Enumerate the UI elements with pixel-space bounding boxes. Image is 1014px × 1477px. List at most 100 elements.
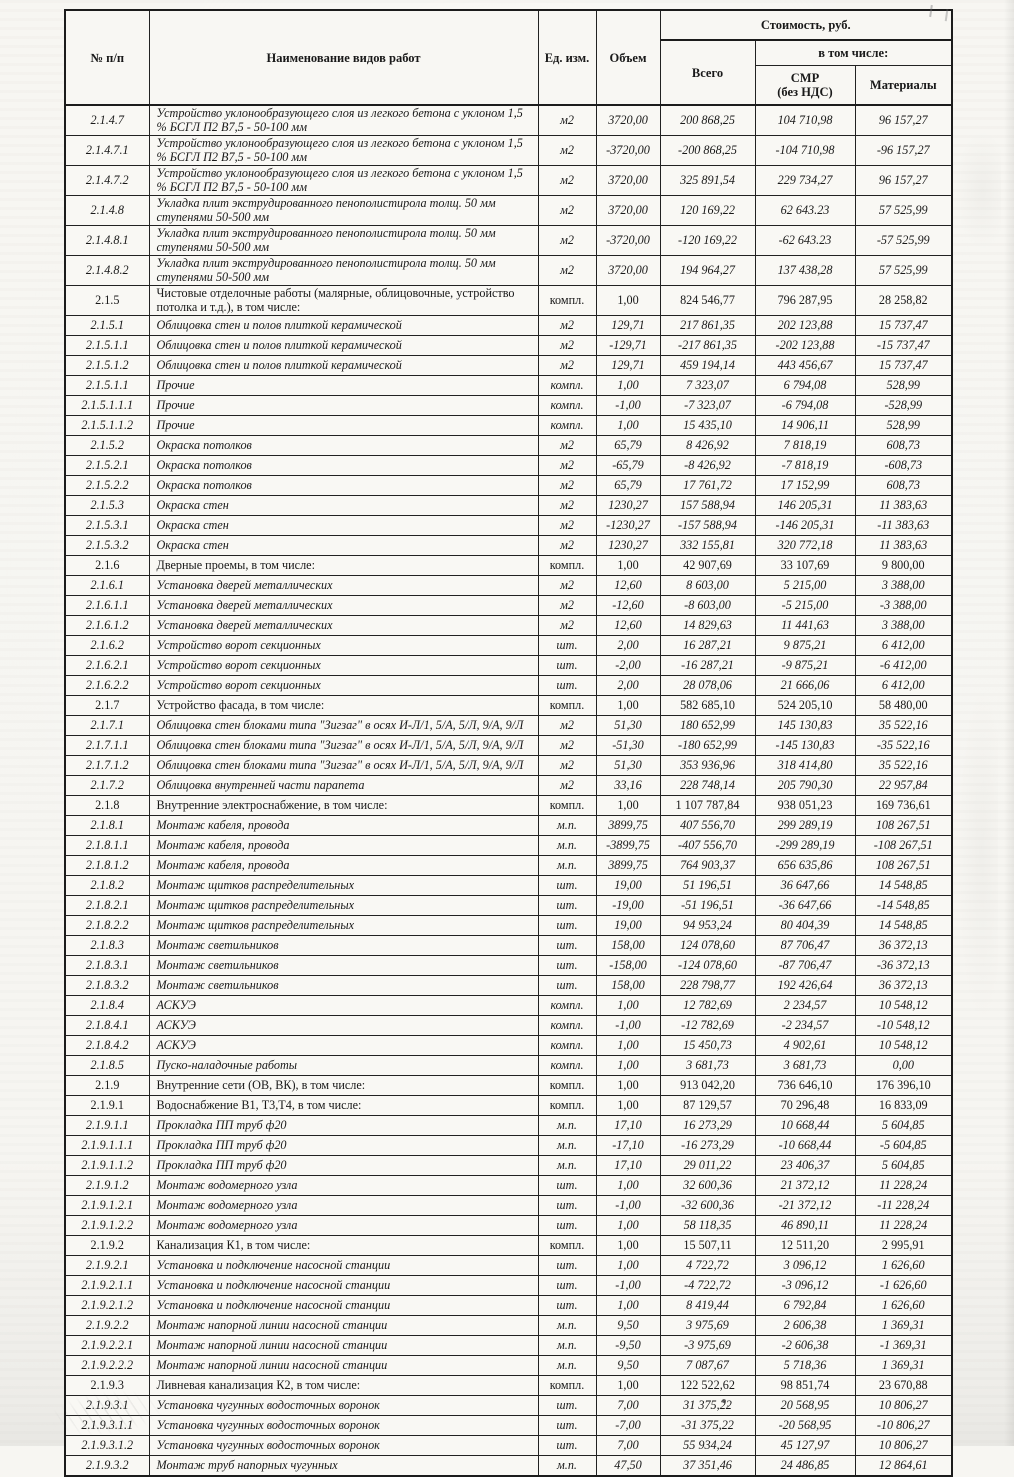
cell-unit: м2 bbox=[537, 595, 597, 616]
cell-cost-materials: 14 548,85 bbox=[854, 915, 953, 936]
cell-cost-materials: 10 806,27 bbox=[854, 1395, 953, 1416]
cell-cost-total: -124 078,60 bbox=[659, 955, 756, 976]
cell-volume: 12,60 bbox=[595, 615, 661, 636]
cell-cost-materials: 1 626,60 bbox=[854, 1255, 953, 1276]
cell-row-number: 2.1.5.1.2 bbox=[64, 355, 150, 376]
cell-cost-total: 407 556,70 bbox=[659, 815, 756, 836]
cell-row-number: 2.1.5.3.2 bbox=[64, 535, 150, 556]
cell-cost-materials: 1 626,60 bbox=[854, 1295, 953, 1316]
table-row: 2.1.8.4.1 АСКУЭ компл. -1,00 -12 782,69 … bbox=[64, 1015, 953, 1036]
cell-row-number: 2.1.9.2.1 bbox=[64, 1255, 150, 1276]
cell-unit: шт. bbox=[537, 1215, 597, 1236]
cell-cost-total: 353 936,96 bbox=[659, 755, 756, 776]
cell-row-number: 2.1.9.2 bbox=[64, 1235, 150, 1256]
cell-volume: 9,50 bbox=[595, 1315, 661, 1336]
cell-unit: компл. bbox=[537, 285, 597, 316]
cell-cost-total: 15 507,11 bbox=[659, 1235, 756, 1256]
cell-row-number: 2.1.6.2 bbox=[64, 635, 150, 656]
cell-row-number: 2.1.8.4 bbox=[64, 995, 150, 1016]
cell-cost-materials: -10 548,12 bbox=[854, 1015, 953, 1036]
cell-cost-total: 17 761,72 bbox=[659, 475, 756, 496]
cell-work-name: Прокладка ПП труб ф20 bbox=[148, 1115, 539, 1136]
cell-cost-total: 7 323,07 bbox=[659, 375, 756, 396]
cell-row-number: 2.1.5.1 bbox=[64, 315, 150, 336]
cell-unit: м.п. bbox=[537, 1135, 597, 1156]
table-row: 2.1.7.1.1 Облицовка стен блоками типа "З… bbox=[64, 735, 953, 756]
cell-row-number: 2.1.9.1.1 bbox=[64, 1115, 150, 1136]
cell-volume: -129,71 bbox=[595, 335, 661, 356]
cell-work-name: Установка дверей металлических bbox=[148, 595, 539, 616]
cell-cost-smr: -2 606,38 bbox=[754, 1335, 856, 1356]
cell-work-name: Прочие bbox=[148, 415, 539, 436]
cell-unit: компл. bbox=[537, 795, 597, 816]
cell-cost-materials: 35 522,16 bbox=[854, 755, 953, 776]
cell-cost-smr: 145 130,83 bbox=[754, 715, 856, 736]
table-row: 2.1.5.2.1 Окраска потолков м2 -65,79 -8 … bbox=[64, 455, 953, 476]
cell-work-name: Окраска потолков bbox=[148, 475, 539, 496]
table-row: 2.1.4.8 Укладка плит экструдированного п… bbox=[64, 195, 953, 226]
cell-cost-materials: 169 736,61 bbox=[854, 795, 953, 816]
cell-unit: компл. bbox=[537, 1055, 597, 1076]
cell-unit: м2 bbox=[537, 575, 597, 596]
cell-volume: -12,60 bbox=[595, 595, 661, 616]
cell-row-number: 2.1.9.2.2 bbox=[64, 1315, 150, 1336]
cell-cost-smr: 87 706,47 bbox=[754, 935, 856, 956]
cell-row-number: 2.1.7.1.2 bbox=[64, 755, 150, 776]
cell-cost-materials: -57 525,99 bbox=[854, 225, 953, 256]
cell-row-number: 2.1.8.4.1 bbox=[64, 1015, 150, 1036]
cell-cost-smr: 3 096,12 bbox=[754, 1255, 856, 1276]
cell-work-name: Установка чугунных водосточных воронок bbox=[148, 1395, 539, 1416]
cell-cost-smr: 146 205,31 bbox=[754, 495, 856, 516]
table-row: 2.1.9.3.1.1 Установка чугунных водосточн… bbox=[64, 1415, 953, 1436]
cost-estimate-table: № п/п Наименование видов работ Ед. изм. … bbox=[64, 9, 954, 1477]
cell-unit: м2 bbox=[537, 475, 597, 496]
cell-cost-smr: 229 734,27 bbox=[754, 165, 856, 196]
cell-row-number: 2.1.6.2.2 bbox=[64, 675, 150, 696]
cell-cost-materials: 15 737,47 bbox=[854, 315, 953, 336]
cell-cost-smr: 11 441,63 bbox=[754, 615, 856, 636]
cell-unit: шт. bbox=[537, 915, 597, 936]
cell-cost-materials: -11 228,24 bbox=[854, 1195, 953, 1216]
cell-work-name: Монтаж водомерного узла bbox=[148, 1175, 539, 1196]
cell-work-name: Дверные проемы, в том числе: bbox=[148, 555, 539, 576]
cell-work-name: АСКУЭ bbox=[148, 1035, 539, 1056]
cell-volume: 1,00 bbox=[595, 1255, 661, 1276]
cell-work-name: АСКУЭ bbox=[148, 995, 539, 1016]
cell-cost-smr: 70 296,48 bbox=[754, 1095, 856, 1116]
cell-cost-materials: 5 604,85 bbox=[854, 1155, 953, 1176]
cell-cost-smr: 17 152,99 bbox=[754, 475, 856, 496]
cell-volume: -17,10 bbox=[595, 1135, 661, 1156]
cell-cost-total: 16 273,29 bbox=[659, 1115, 756, 1136]
cell-work-name: Монтаж светильников bbox=[148, 935, 539, 956]
cell-row-number: 2.1.8.3.1 bbox=[64, 955, 150, 976]
cell-cost-total: 228 798,77 bbox=[659, 975, 756, 996]
cell-unit: м2 bbox=[537, 315, 597, 336]
table-row: 2.1.9 Внутренние сети (ОВ, ВК), в том чи… bbox=[64, 1075, 953, 1096]
table-row: 2.1.4.7.1 Устройство уклонообразующего с… bbox=[64, 135, 953, 166]
header-including: в том числе: bbox=[754, 39, 953, 66]
scan-artifact-streak bbox=[955, 130, 1001, 250]
cell-row-number: 2.1.5 bbox=[64, 285, 150, 316]
cell-unit: шт. bbox=[537, 1255, 597, 1276]
cell-unit: компл. bbox=[537, 555, 597, 576]
cell-cost-smr: 62 643.23 bbox=[754, 195, 856, 226]
cell-work-name: Устройство фасада, в том числе: bbox=[148, 695, 539, 716]
cell-unit: м2 bbox=[537, 615, 597, 636]
cell-cost-materials: 176 396,10 bbox=[854, 1075, 953, 1096]
cell-cost-smr: 656 635,86 bbox=[754, 855, 856, 876]
cell-cost-total: -4 722,72 bbox=[659, 1275, 756, 1296]
cell-cost-smr: 20 568,95 bbox=[754, 1395, 856, 1416]
cell-cost-materials: 16 833,09 bbox=[854, 1095, 953, 1116]
cell-cost-smr: 6 794,08 bbox=[754, 375, 856, 396]
cell-cost-smr: 33 107,69 bbox=[754, 555, 856, 576]
cell-volume: -3899,75 bbox=[595, 835, 661, 856]
cell-volume: 17,10 bbox=[595, 1155, 661, 1176]
cell-cost-materials: 2 995,91 bbox=[854, 1235, 953, 1256]
cell-row-number: 2.1.8.1 bbox=[64, 815, 150, 836]
table-row: 2.1.4.7.2 Устройство уклонообразующего с… bbox=[64, 165, 953, 196]
cell-volume: 1,00 bbox=[595, 415, 661, 436]
cell-cost-total: 7 087,67 bbox=[659, 1355, 756, 1376]
cell-volume: -9,50 bbox=[595, 1335, 661, 1356]
cell-work-name: Монтаж светильников bbox=[148, 975, 539, 996]
